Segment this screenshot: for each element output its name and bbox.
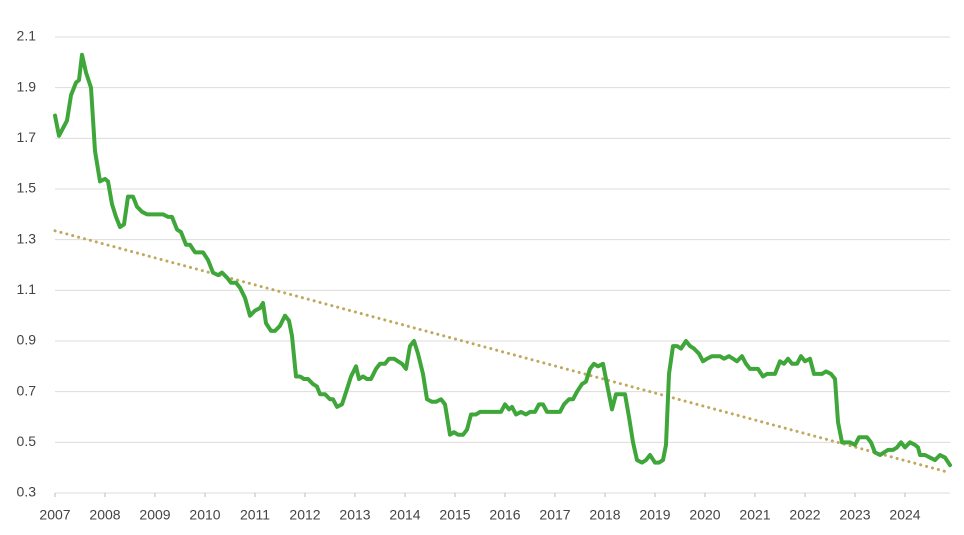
x-tick-label: 2023	[839, 507, 870, 523]
x-tick-label: 2019	[639, 507, 670, 523]
y-tick-label: 2.1	[17, 28, 37, 44]
y-tick-label: 1.5	[17, 180, 37, 196]
x-tick-label: 2024	[889, 507, 920, 523]
y-tick-label: 1.9	[17, 78, 37, 94]
trend-line	[53, 229, 952, 475]
x-tick-label: 2018	[589, 507, 620, 523]
x-tick-label: 2021	[739, 507, 770, 523]
y-tick-label: 1.1	[17, 281, 37, 297]
x-tick-label: 2013	[339, 507, 370, 523]
x-tick-label: 2011	[240, 507, 270, 523]
y-tick-label: 0.5	[17, 433, 37, 449]
x-tick-label: 2020	[689, 507, 720, 523]
x-tick-label: 2007	[39, 507, 70, 523]
x-tick-label: 2022	[789, 507, 820, 523]
y-tick-label: 0.9	[17, 332, 37, 348]
x-tick-label: 2017	[539, 507, 570, 523]
x-tick-label: 2015	[439, 507, 470, 523]
x-tick-label: 2012	[289, 507, 320, 523]
x-tick-label: 2009	[139, 507, 170, 523]
y-tick-label: 1.7	[17, 129, 37, 145]
x-tick-label: 2014	[389, 507, 420, 523]
x-tick-label: 2008	[89, 507, 120, 523]
x-tick-label: 2010	[189, 507, 220, 523]
x-tick-label: 2016	[489, 507, 520, 523]
y-tick-label: 0.3	[17, 484, 37, 500]
data-line	[53, 52, 952, 468]
y-tick-label: 1.3	[17, 230, 37, 246]
y-tick-label: 0.7	[17, 382, 37, 398]
